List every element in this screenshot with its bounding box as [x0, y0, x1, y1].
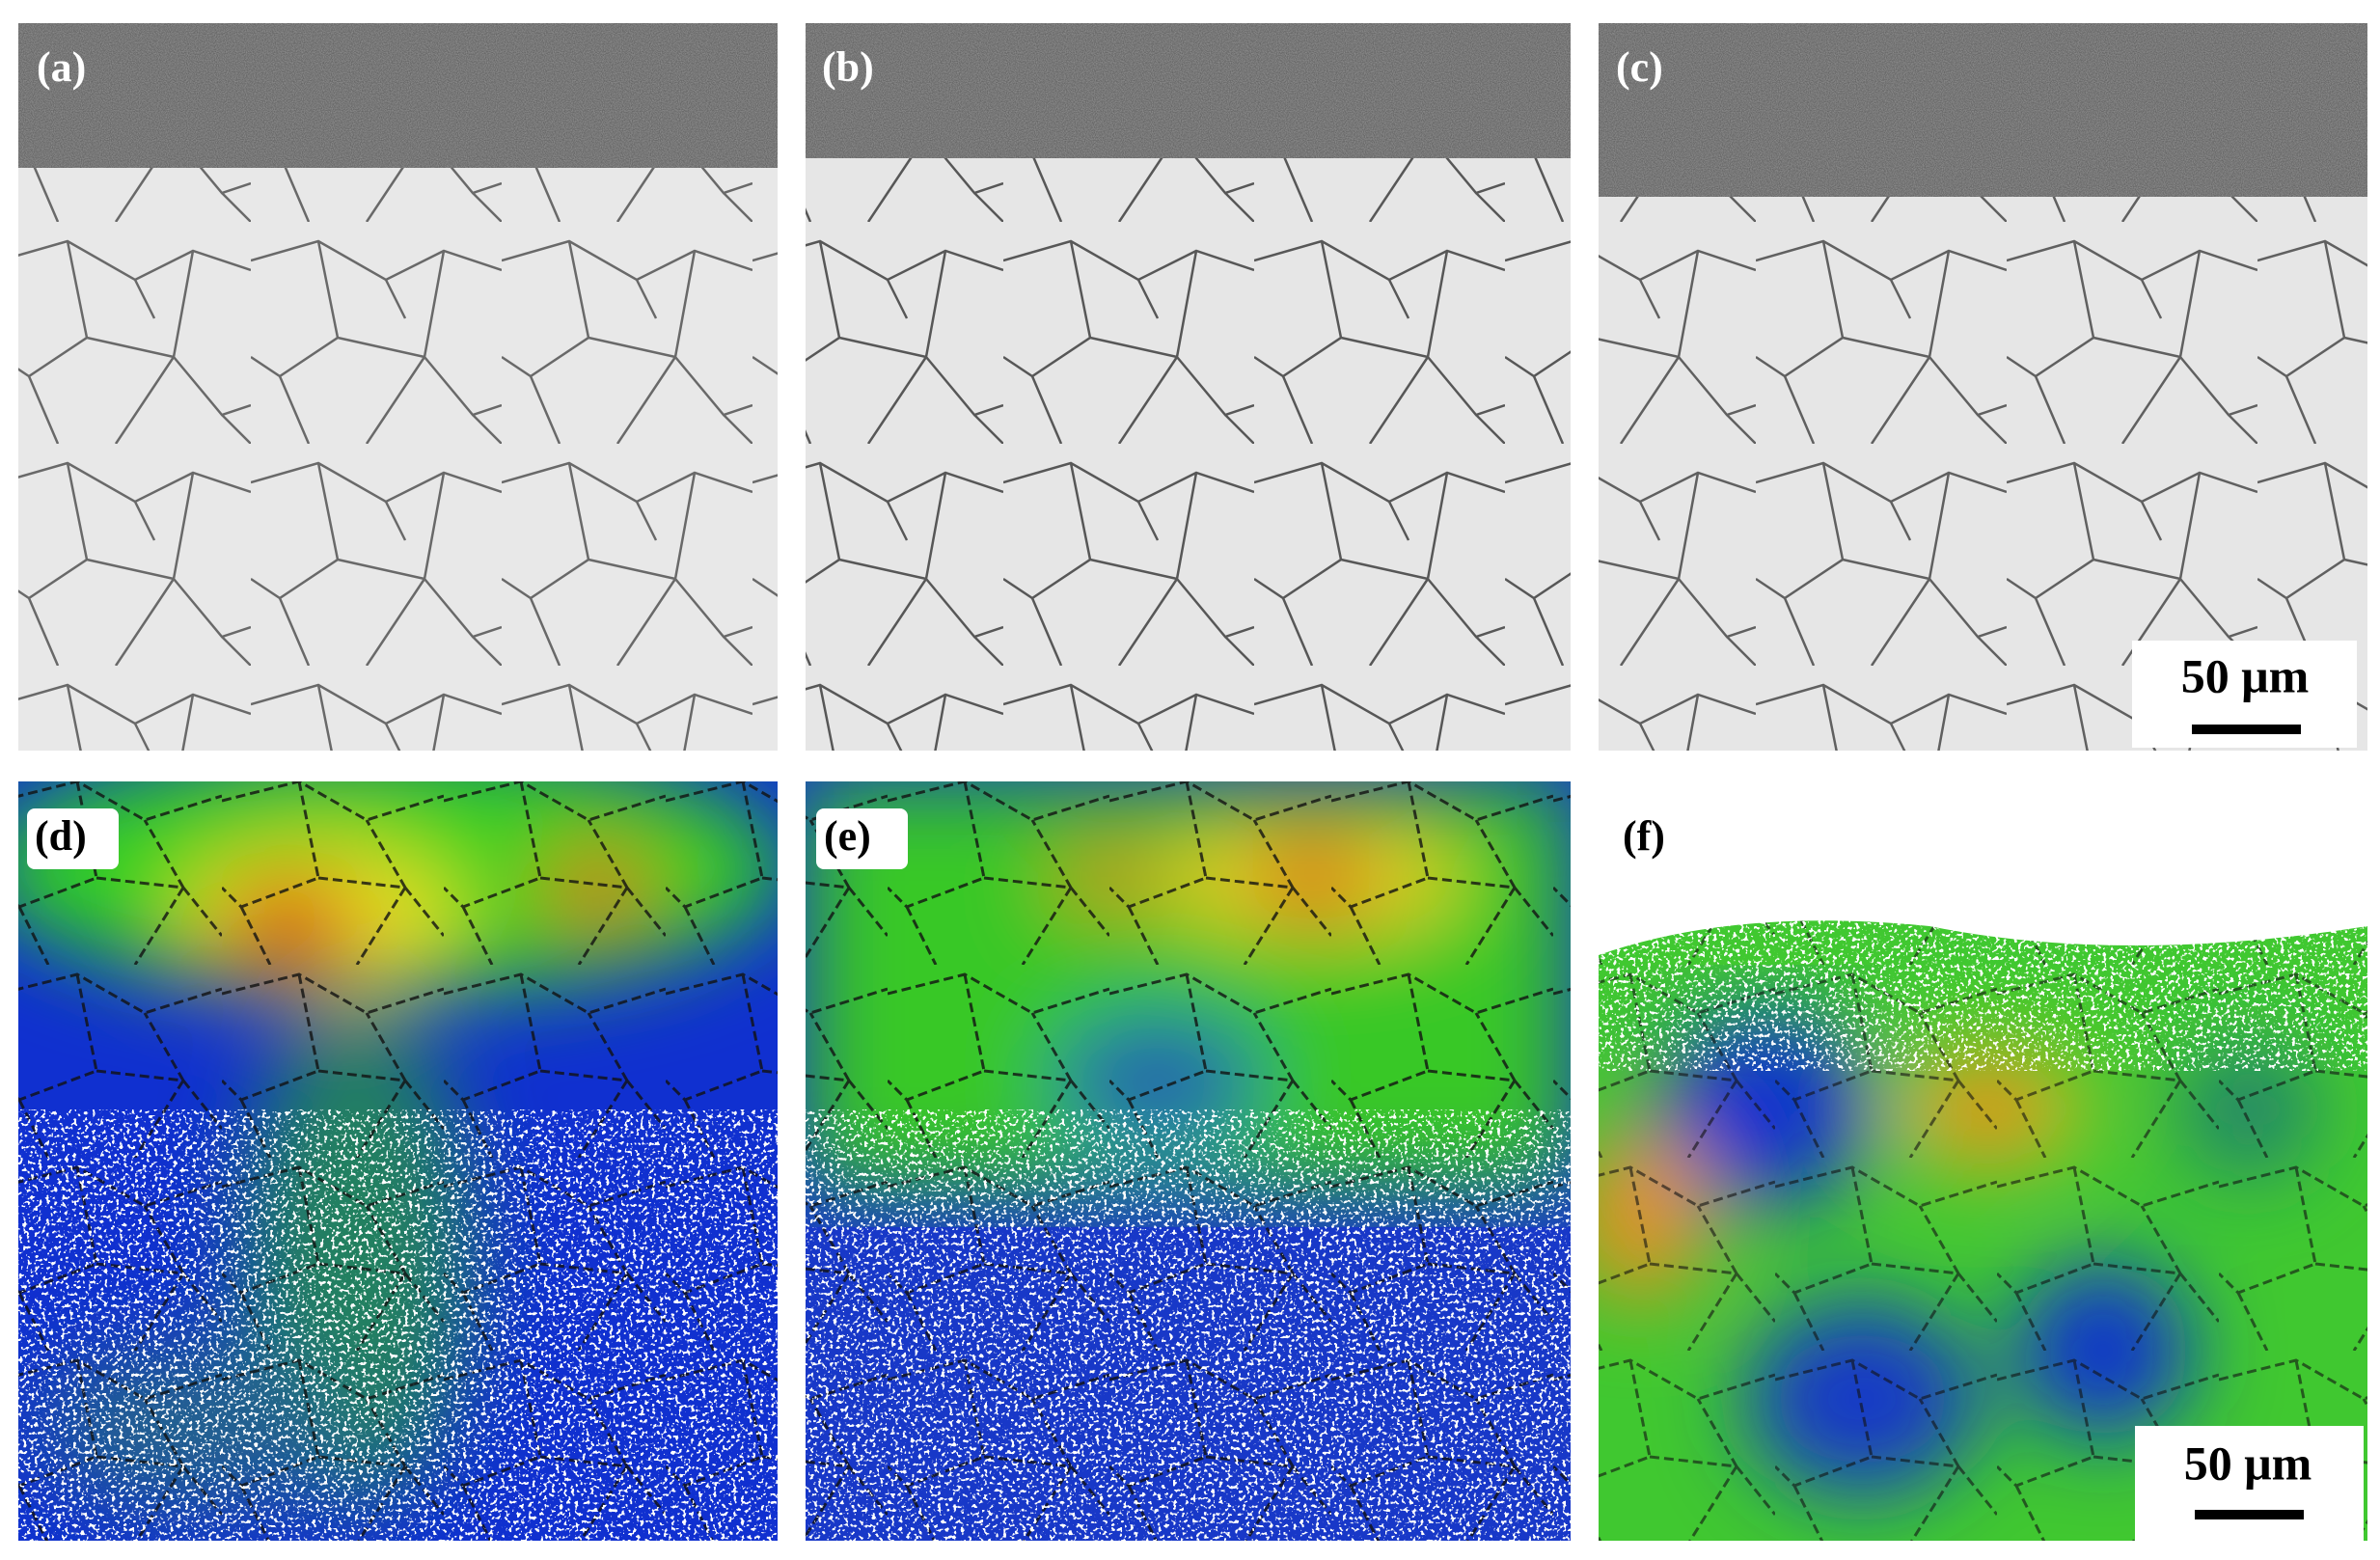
micrograph-a — [18, 23, 778, 751]
label-box — [816, 808, 908, 869]
panel-label: (c) — [1616, 43, 1663, 91]
micrograph-c — [1599, 23, 2367, 751]
map-f — [1599, 781, 2367, 1541]
scale-bar-label: 50 μm — [2184, 1436, 2312, 1490]
scale-bar-label: 50 μm — [2181, 648, 2310, 702]
panel-label: (b) — [822, 43, 874, 91]
label-box — [27, 808, 119, 869]
micrograph-b — [806, 23, 1571, 751]
panel-label: (f) — [1623, 812, 1665, 860]
map-e — [806, 781, 1571, 1541]
panel-label: (a) — [37, 43, 86, 91]
scale-bar-box — [2135, 1426, 2364, 1541]
panel-label: (e) — [824, 812, 871, 860]
panel-label: (d) — [35, 812, 87, 860]
label-box — [1611, 808, 1703, 869]
map-d — [18, 781, 778, 1541]
